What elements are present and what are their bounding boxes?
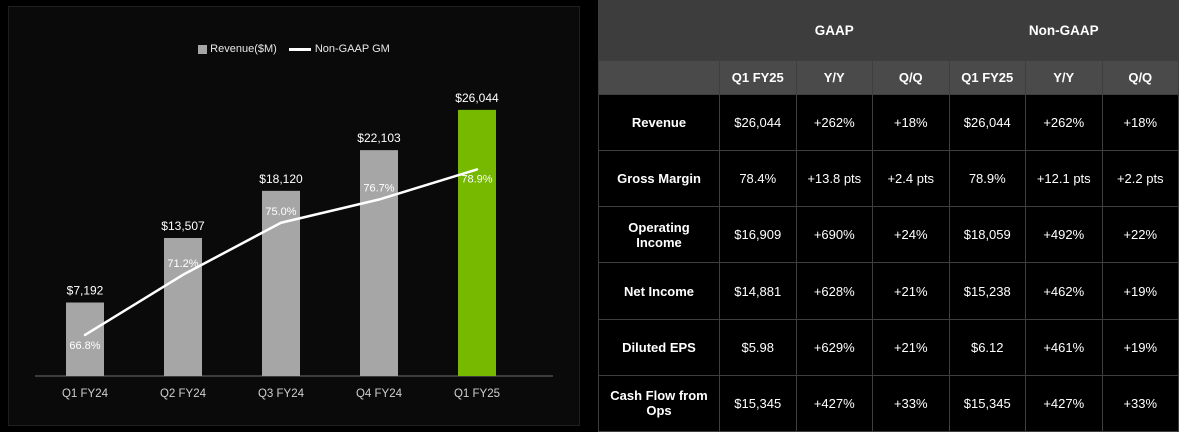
revenue-value-label: $7,192	[67, 284, 104, 298]
table-cell: +461%	[1025, 318, 1103, 376]
table-cell: +21%	[872, 318, 950, 376]
gm-value-label: 78.9%	[461, 173, 492, 185]
legend-line-swatch	[288, 47, 311, 51]
revenue-bar	[360, 150, 398, 376]
financial-summary-table: GAAP Non-GAAP Q1 FY25 Y/Y Q/Q Q1 FY25 Y/…	[598, 0, 1179, 432]
table-cell: +690%	[795, 206, 873, 264]
table-row-diluted-eps: Diluted EPS $5.98 +629% +21% $6.12 +461%…	[598, 318, 1179, 376]
table-cell: +24%	[872, 206, 950, 264]
financial-table-panel: GAAP Non-GAAP Q1 FY25 Y/Y Q/Q Q1 FY25 Y/…	[598, 0, 1179, 432]
gm-value-label: 66.8%	[69, 340, 100, 352]
table-cell: +2.4 pts	[872, 150, 950, 208]
row-label: Operating Income	[598, 206, 720, 264]
table-cell: +22%	[1101, 206, 1179, 264]
table-cell: +18%	[872, 93, 950, 152]
col-header-nongaap-q1fy25: Q1 FY25	[948, 60, 1026, 95]
revenue-value-label: $18,120	[259, 172, 303, 186]
col-header-nongaap-yy: Y/Y	[1025, 60, 1103, 95]
table-cell: $14,881	[719, 262, 797, 320]
table-cell: +12.1 pts	[1025, 150, 1103, 208]
column-header-row: Q1 FY25 Y/Y Q/Q Q1 FY25 Y/Y Q/Q	[598, 60, 1179, 95]
nongaap-group-header: Non-GAAP	[948, 0, 1179, 61]
category-label: Q2 FY24	[160, 388, 207, 400]
gm-value-label: 75.0%	[265, 206, 296, 218]
table-cell: +19%	[1101, 262, 1179, 320]
table-cell: $5.98	[719, 318, 797, 376]
table-row-cash-flow: Cash Flow from Ops $15,345 +427% +33% $1…	[598, 374, 1179, 432]
table-cell: +18%	[1101, 93, 1179, 152]
legend-item-gm: Non-GAAP GM	[288, 43, 390, 55]
table-cell: +427%	[1025, 374, 1103, 432]
table-cell: +2.2 pts	[1101, 150, 1179, 208]
table-cell: +262%	[1025, 93, 1103, 152]
table-cell: $18,059	[948, 206, 1026, 264]
table-cell: $16,909	[719, 206, 797, 264]
revenue-value-label: $26,044	[455, 91, 499, 105]
row-label: Diluted EPS	[598, 318, 720, 376]
legend-item-revenue: Revenue($M)	[198, 43, 277, 55]
table-cell: 78.4%	[719, 150, 797, 208]
table-row-net-income: Net Income $14,881 +628% +21% $15,238 +4…	[598, 262, 1179, 320]
table-row-revenue: Revenue $26,044 +262% +18% $26,044 +262%…	[598, 93, 1179, 152]
row-label: Cash Flow from Ops	[598, 374, 720, 432]
table-cell: $15,345	[719, 374, 797, 432]
gaap-group-header: GAAP	[719, 0, 950, 61]
group-header-row: GAAP Non-GAAP	[598, 0, 1179, 61]
col-header-gaap-q1fy25: Q1 FY25	[719, 60, 797, 95]
corner-cell	[598, 0, 720, 61]
table-cell: $26,044	[948, 93, 1026, 152]
table-row-gross-margin: Gross Margin 78.4% +13.8 pts +2.4 pts 78…	[598, 150, 1179, 208]
table-cell: +13.8 pts	[795, 150, 873, 208]
gm-value-label: 76.7%	[363, 183, 394, 195]
category-label: Q1 FY25	[454, 388, 500, 400]
table-cell: +462%	[1025, 262, 1103, 320]
revenue-bar	[458, 109, 496, 376]
table-cell: +33%	[872, 374, 950, 432]
table-cell: +21%	[872, 262, 950, 320]
gm-value-label: 71.2%	[167, 258, 198, 270]
corner-cell-2	[598, 60, 720, 95]
legend-bar-swatch	[198, 44, 208, 54]
gm-line	[83, 168, 479, 337]
revenue-gm-chart: $7,192 Q1 FY24 $13,507 Q2 FY24 $18,120 Q3 FY2…	[35, 91, 553, 400]
table-cell: +262%	[795, 93, 873, 152]
legend-gm-label: Non-GAAP GM	[314, 43, 390, 55]
legend-revenue-label: Revenue($M)	[210, 43, 277, 55]
table-cell: $15,345	[948, 374, 1026, 432]
category-label: Q4 FY24	[356, 388, 403, 400]
chart-legend: Revenue($M) Non-GAAP GM	[9, 43, 579, 55]
table-row-operating-income: Operating Income $16,909 +690% +24% $18,…	[598, 206, 1179, 264]
table-cell: +628%	[795, 262, 873, 320]
row-label: Gross Margin	[598, 150, 720, 208]
revenue-value-label: $22,103	[357, 131, 401, 145]
row-label: Net Income	[598, 262, 720, 320]
col-header-gaap-qq: Q/Q	[872, 60, 950, 95]
table-cell: $6.12	[948, 318, 1026, 376]
table-cell: 78.9%	[948, 150, 1026, 208]
table-cell: +19%	[1101, 318, 1179, 376]
table-cell: $26,044	[719, 93, 797, 152]
table-cell: +629%	[795, 318, 873, 376]
col-header-gaap-yy: Y/Y	[795, 60, 873, 95]
revenue-chart-panel: Revenue($M) Non-GAAP GM $7,192 Q1 FY24 $13…	[8, 6, 580, 426]
row-label: Revenue	[598, 93, 720, 152]
table-cell: +33%	[1101, 374, 1179, 432]
table-cell: +492%	[1025, 206, 1103, 264]
revenue-bar	[164, 237, 202, 376]
table-cell: $15,238	[948, 262, 1026, 320]
category-label: Q1 FY24	[62, 388, 109, 400]
revenue-value-label: $13,507	[161, 219, 205, 233]
revenue-bar	[66, 302, 104, 376]
category-label: Q3 FY24	[258, 388, 305, 400]
table-cell: +427%	[795, 374, 873, 432]
col-header-nongaap-qq: Q/Q	[1101, 60, 1179, 95]
